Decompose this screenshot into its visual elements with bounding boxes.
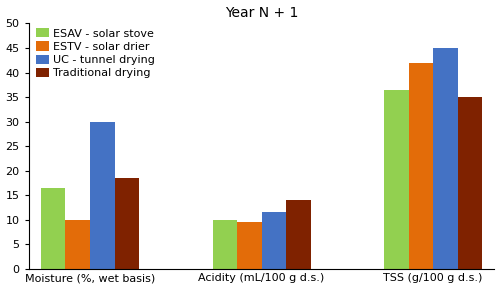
Bar: [237, 222, 262, 268]
Bar: [41, 188, 66, 268]
Legend: ESAV - solar stove, ESTV - solar drier, UC - tunnel drying, Traditional drying: ESAV - solar stove, ESTV - solar drier, …: [34, 26, 158, 81]
Bar: [114, 178, 139, 268]
Bar: [408, 63, 433, 268]
Bar: [458, 97, 482, 268]
Bar: [66, 220, 90, 268]
Bar: [212, 220, 237, 268]
Bar: [286, 200, 310, 268]
Bar: [384, 90, 408, 268]
Bar: [262, 212, 286, 268]
Title: Year N + 1: Year N + 1: [225, 5, 298, 20]
Bar: [433, 48, 458, 268]
Bar: [90, 122, 114, 268]
